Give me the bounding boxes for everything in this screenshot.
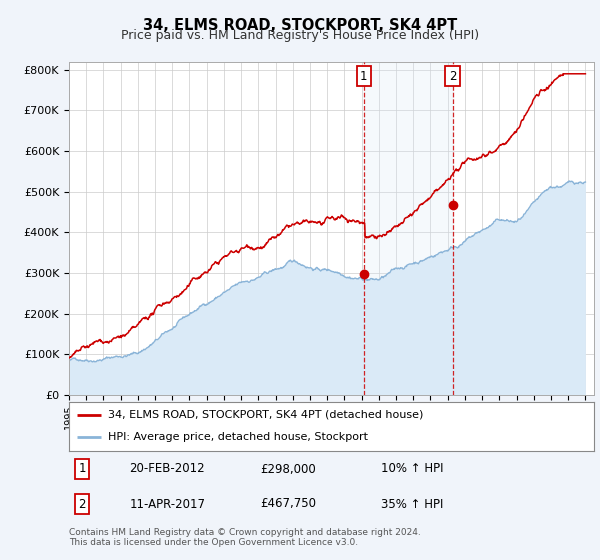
- Text: 34, ELMS ROAD, STOCKPORT, SK4 4PT (detached house): 34, ELMS ROAD, STOCKPORT, SK4 4PT (detac…: [109, 410, 424, 420]
- Text: 34, ELMS ROAD, STOCKPORT, SK4 4PT: 34, ELMS ROAD, STOCKPORT, SK4 4PT: [143, 18, 457, 33]
- Text: 11-APR-2017: 11-APR-2017: [130, 497, 205, 511]
- Text: 20-FEB-2012: 20-FEB-2012: [130, 463, 205, 475]
- Text: 35% ↑ HPI: 35% ↑ HPI: [382, 497, 444, 511]
- Text: £467,750: £467,750: [260, 497, 317, 511]
- Text: 1: 1: [360, 70, 368, 83]
- Bar: [364, 62, 452, 395]
- Text: £298,000: £298,000: [260, 463, 316, 475]
- Text: Contains HM Land Registry data © Crown copyright and database right 2024.
This d: Contains HM Land Registry data © Crown c…: [69, 528, 421, 547]
- Text: Price paid vs. HM Land Registry's House Price Index (HPI): Price paid vs. HM Land Registry's House …: [121, 29, 479, 42]
- Text: 2: 2: [449, 70, 456, 83]
- Text: HPI: Average price, detached house, Stockport: HPI: Average price, detached house, Stoc…: [109, 432, 368, 442]
- Text: 10% ↑ HPI: 10% ↑ HPI: [382, 463, 444, 475]
- Text: 1: 1: [79, 463, 86, 475]
- Text: 2: 2: [79, 497, 86, 511]
